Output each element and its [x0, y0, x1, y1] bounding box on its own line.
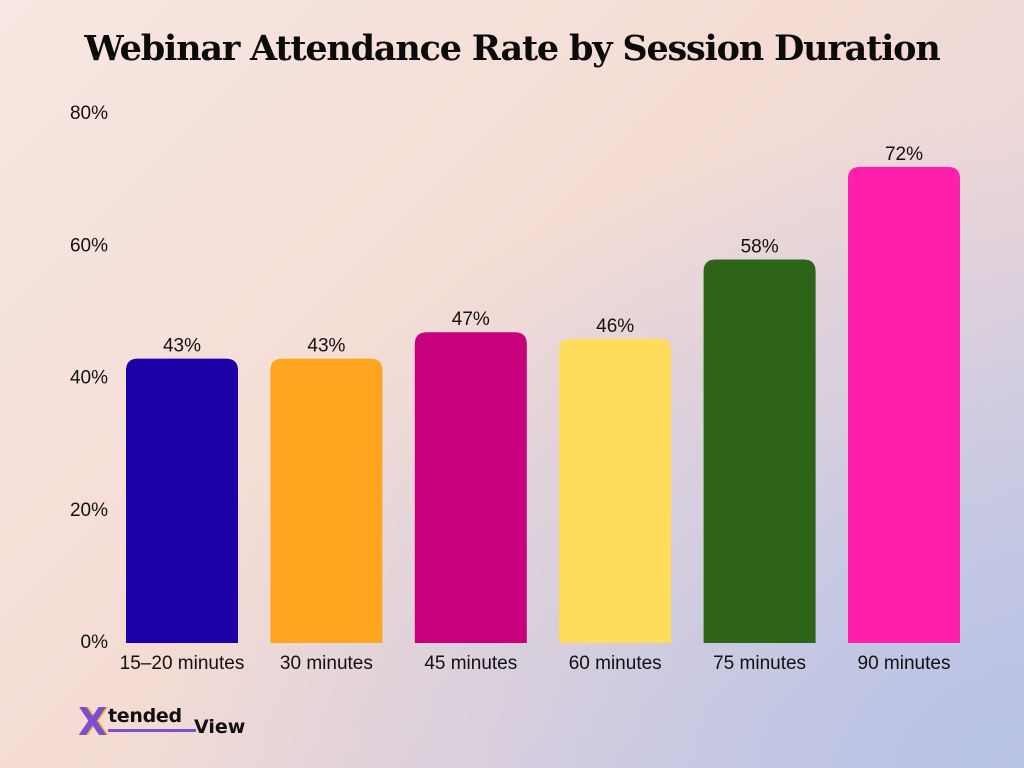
- logo-text-view: View: [194, 716, 246, 738]
- y-tick-label: 40%: [70, 368, 108, 389]
- x-category-label: 90 minutes: [858, 653, 951, 674]
- bar: [126, 358, 238, 643]
- x-category-label: 30 minutes: [280, 653, 373, 674]
- x-category-label: 15–20 minutes: [120, 653, 245, 674]
- y-tick-label: 80%: [70, 103, 108, 124]
- bar-value-label: 72%: [885, 144, 923, 165]
- y-tick-label: 60%: [70, 235, 108, 256]
- bar-value-label: 46%: [596, 316, 634, 337]
- chart-title: Webinar Attendance Rate by Session Durat…: [84, 28, 940, 69]
- bar-value-label: 43%: [163, 336, 201, 357]
- bar-value-label: 47%: [452, 309, 490, 330]
- x-category-label: 45 minutes: [424, 653, 517, 674]
- bar: [414, 332, 527, 643]
- logo-text-tended: tended: [108, 705, 182, 727]
- bar: [559, 338, 672, 643]
- bar-value-label: 43%: [307, 336, 345, 357]
- x-category-label: 75 minutes: [713, 653, 806, 674]
- bar: [848, 166, 960, 643]
- bar: [270, 358, 383, 643]
- bar-value-label: 58%: [741, 236, 779, 257]
- y-tick-label: 0%: [81, 632, 109, 653]
- logo-x-mark: X: [78, 700, 108, 744]
- bar: [703, 259, 816, 643]
- x-category-label: 60 minutes: [569, 653, 662, 674]
- logo-underline: [108, 729, 196, 732]
- y-tick-label: 20%: [70, 500, 108, 521]
